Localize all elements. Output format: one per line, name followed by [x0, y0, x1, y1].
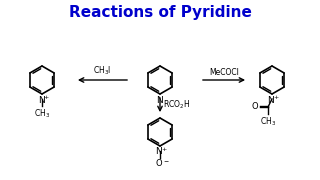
Text: N: N: [38, 96, 44, 105]
Text: +: +: [161, 147, 166, 152]
Text: CH$_3$: CH$_3$: [34, 107, 50, 120]
Text: N: N: [156, 96, 164, 105]
Text: −: −: [163, 159, 168, 163]
Text: +: +: [273, 95, 278, 100]
Text: N: N: [156, 147, 162, 156]
Text: Reactions of Pyridine: Reactions of Pyridine: [68, 5, 252, 20]
Text: RCO$_2$H: RCO$_2$H: [163, 99, 190, 111]
Text: CH$_3$I: CH$_3$I: [93, 64, 111, 77]
Text: MeCOCl: MeCOCl: [209, 68, 239, 77]
Text: +: +: [43, 95, 48, 100]
Text: O: O: [156, 159, 162, 168]
Text: O: O: [252, 102, 259, 111]
Text: CH$_3$: CH$_3$: [260, 115, 276, 127]
Text: N: N: [268, 96, 274, 105]
